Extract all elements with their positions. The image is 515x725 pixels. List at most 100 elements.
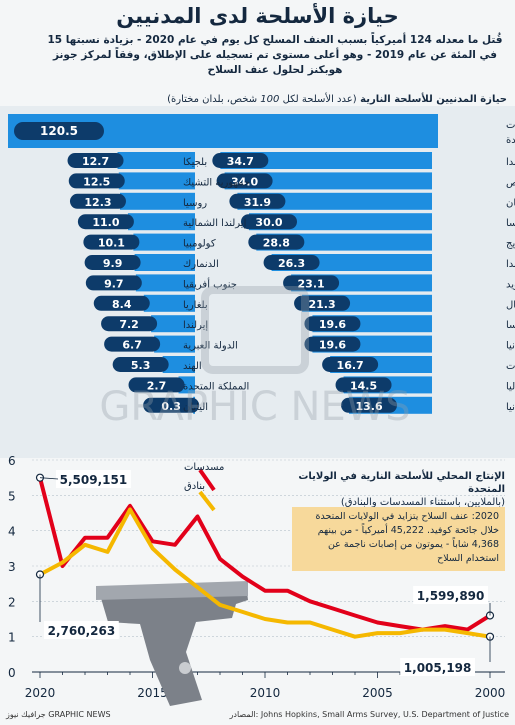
bar <box>143 294 195 312</box>
bar-value: 19.6 <box>319 318 346 331</box>
bar-chart-heading: حيازة المدنيين للأسلحة النارية (عدد الأس… <box>167 94 507 105</box>
bar-category: المملكة المتحدة <box>183 381 249 392</box>
bar-chart-note: (عدد الأسلحة لكل 100 شخص، بلدان مختارة) <box>167 94 357 105</box>
bar-category: أستراليا <box>506 379 515 392</box>
bar-value: 13.6 <box>355 400 382 413</box>
line-chart: 6 5 4 3 2 1 0 2020 2015 2010 2005 2000 مسدسات بنادق 5,… <box>8 454 505 706</box>
legend-swatch-handguns <box>198 468 216 492</box>
annotation-rifle-2020: 2,760,263 <box>48 624 116 638</box>
page-subtitle: قُتل ما معدله 124 أميركياً بسبب العنف ال… <box>47 34 503 76</box>
bar-category: كولومبيا <box>183 239 216 250</box>
bar-category: بلجيكا <box>183 157 207 168</box>
bar-category-us-2: المتحدة <box>506 135 515 146</box>
label-pill <box>143 397 200 413</box>
bar-category: كندا <box>506 157 515 168</box>
bar-category: روسيا <box>183 198 207 209</box>
bar <box>133 233 195 251</box>
annotation-rifle-2000-bg <box>400 658 475 676</box>
gun-body <box>98 583 248 706</box>
bar-category: جنوب أفريقيا <box>183 277 237 290</box>
bar-value: 21.3 <box>308 298 335 311</box>
annotation-rifle-2020-bg <box>44 621 119 639</box>
bar-category: جمهورية التشيك <box>183 177 250 188</box>
bar-value: 34.0 <box>231 175 258 188</box>
bar-category: إيرلندا <box>183 320 208 331</box>
footer-source: المصادر: Johns Hopkins, Small Arms Surve… <box>229 710 509 719</box>
bar-category: النمسا <box>506 218 515 229</box>
label-pill <box>67 153 124 168</box>
bar-value: 12.7 <box>82 155 109 168</box>
bar-value: 9.7 <box>104 277 124 290</box>
label-pill <box>112 357 169 372</box>
label-pill <box>69 193 126 209</box>
annotation-handgun-2020-bg <box>56 470 131 488</box>
bar-value: 12.3 <box>84 196 111 209</box>
bar-value: 7.2 <box>119 318 139 331</box>
legend-label-handguns: مسدسات <box>184 462 224 473</box>
bar-value: 10.1 <box>98 237 125 250</box>
series-line-rifles <box>38 507 492 639</box>
bar-category: النرويج <box>506 239 515 250</box>
bar-category: قبرص <box>506 177 515 188</box>
page-title: حيازة الأسلحة لدى المدنيين <box>116 4 399 28</box>
label-pill <box>104 336 161 352</box>
legend-swatch-rifles <box>198 490 216 512</box>
bar-value: 28.8 <box>263 237 290 250</box>
label-pill <box>216 173 273 189</box>
label-pill <box>93 295 150 311</box>
bar <box>154 335 195 353</box>
line-chart-subtitle: (بالملايين، باستثناء المسدسات والبنادق) <box>340 497 505 508</box>
x-tick-label: 2015 <box>137 686 168 700</box>
bar-category: الهند <box>183 361 202 372</box>
bar-chart: 120.5 الولايات المتحدة 34.7 كندا 34.0 قبرص 31.9… <box>0 106 515 458</box>
gun-grip-medallion <box>179 662 191 674</box>
bar-category: البرتغال <box>506 300 515 311</box>
footer-credit: جرافيك نيوز GRAPHIC NEWS <box>6 710 111 719</box>
bar-value: 26.3 <box>278 257 305 270</box>
bar-value: 30.0 <box>255 216 282 229</box>
x-tick-label: 2020 <box>25 686 56 700</box>
annotation-handgun-2000: 1,599,890 <box>417 589 485 603</box>
bar-category: ليتوانيا <box>506 402 515 413</box>
bar-category: الإمارات <box>506 361 515 372</box>
bar-value: 23.1 <box>298 277 325 290</box>
bar <box>151 315 195 333</box>
bar <box>162 356 195 373</box>
bar-value: 12.5 <box>83 175 110 188</box>
label-pill <box>263 255 320 270</box>
bar <box>127 213 195 231</box>
bar-value: 19.6 <box>319 339 346 352</box>
bar-value: 31.9 <box>244 196 271 209</box>
label-pill <box>85 275 142 291</box>
bar-category-us: الولايات <box>506 120 515 131</box>
bar <box>220 152 432 169</box>
y-tick-label: 5 <box>8 489 16 503</box>
label-pill <box>335 377 392 393</box>
annotation-handgun-2020: 5,509,151 <box>60 473 128 487</box>
label-pill <box>241 214 297 230</box>
bar-category: لبنان <box>506 198 515 209</box>
bar <box>118 172 195 190</box>
y-tick-label: 0 <box>8 666 16 680</box>
series-line-handguns <box>38 475 492 632</box>
bar-value: 34.7 <box>227 155 254 168</box>
label-pill <box>212 153 269 168</box>
bar-category: السويد <box>506 279 515 290</box>
label-pill <box>304 336 361 352</box>
label-pill <box>283 275 340 291</box>
label-pill-us <box>14 122 104 140</box>
bar-value: 16.7 <box>337 359 364 372</box>
y-tick-label: 1 <box>8 631 16 645</box>
bar-value-us: 120.5 <box>40 124 78 138</box>
line-chart-heading: الإنتاج المحلي للأسلحة النارية في الولاي… <box>275 470 505 509</box>
label-pill <box>77 214 134 230</box>
bar <box>224 172 432 190</box>
bar <box>134 254 195 271</box>
line-chart-title: الإنتاج المحلي للأسلحة النارية في الولاي… <box>298 471 505 495</box>
label-pill <box>68 173 125 189</box>
label-pill <box>304 316 361 332</box>
bar-chart-title: حيازة المدنيين للأسلحة النارية <box>360 94 507 105</box>
y-tick-label: 3 <box>8 560 16 574</box>
bar <box>135 274 195 292</box>
